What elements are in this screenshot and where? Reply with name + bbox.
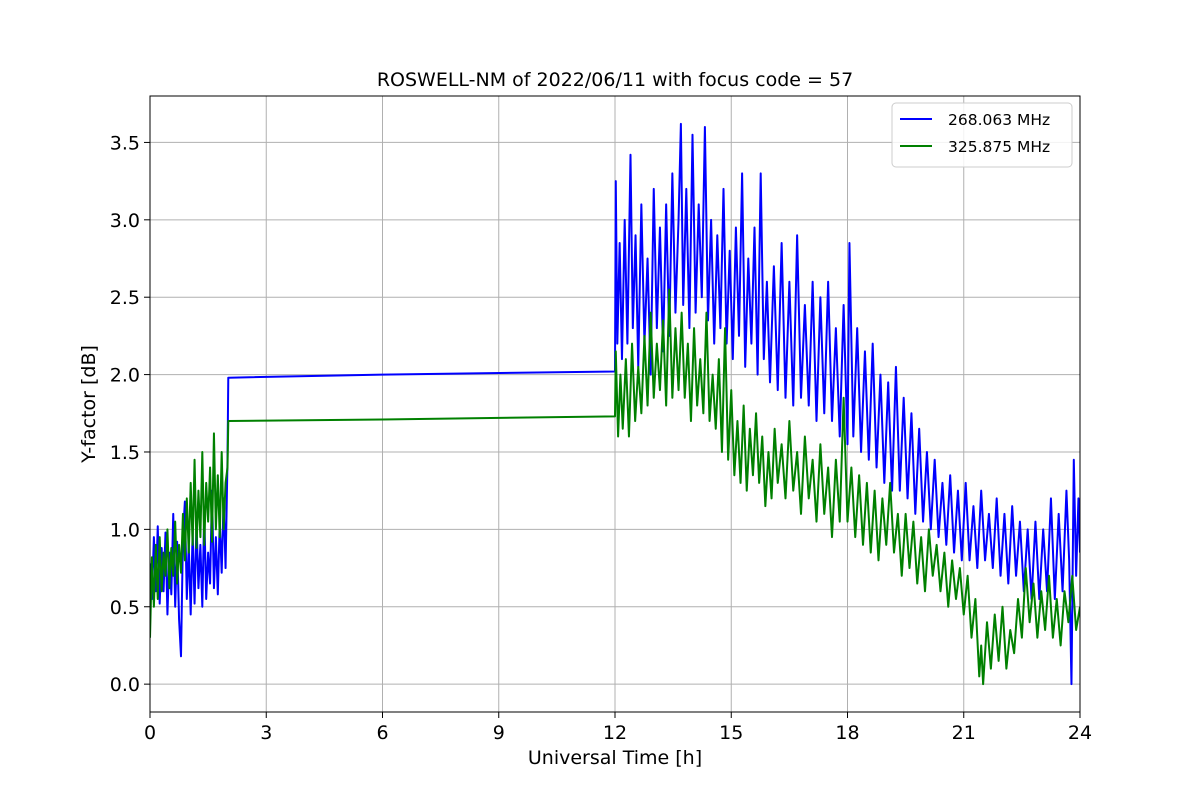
y-tick-label-4: 2.0 [110,365,140,387]
y-tick-label-0: 0.0 [110,674,140,696]
chart-title: ROSWELL-NM of 2022/06/11 with focus code… [377,69,853,91]
legend-box [891,102,1073,168]
x-tick-label-2: 6 [376,722,388,744]
legend: 268.063 MHz 325.875 MHz [891,102,1073,168]
series-line-1 [150,288,1080,686]
y-axis-label: Y-factor [dB] [78,345,100,464]
legend-label-1: 325.875 MHz [948,138,1050,156]
y-tick-label-3: 1.5 [110,442,140,464]
x-tick-label-4: 12 [603,722,627,744]
legend-label-0: 268.063 MHz [948,111,1050,129]
y-tick-label-2: 1.0 [110,519,140,541]
y-tick-label-5: 2.5 [110,287,140,309]
y-tick-label-1: 0.5 [110,597,140,619]
series-layer [150,122,1080,686]
y-tick-label-6: 3.0 [110,210,140,232]
x-tick-label-7: 21 [952,722,976,744]
x-tick-label-6: 18 [835,722,859,744]
y-tick-label-7: 3.5 [110,132,140,154]
x-tick-label-8: 24 [1068,722,1092,744]
series-line-0 [150,122,1080,686]
x-axis-label: Universal Time [h] [528,747,702,769]
axis-ticks: 0 3 6 9 12 15 18 21 24 0.0 0.5 1.0 1.5 2.0 2.5 3.0 3.5 [110,132,1092,744]
x-tick-label-1: 3 [260,722,272,744]
x-tick-label-5: 15 [719,722,743,744]
x-tick-label-3: 9 [493,722,505,744]
x-tick-label-0: 0 [144,722,156,744]
